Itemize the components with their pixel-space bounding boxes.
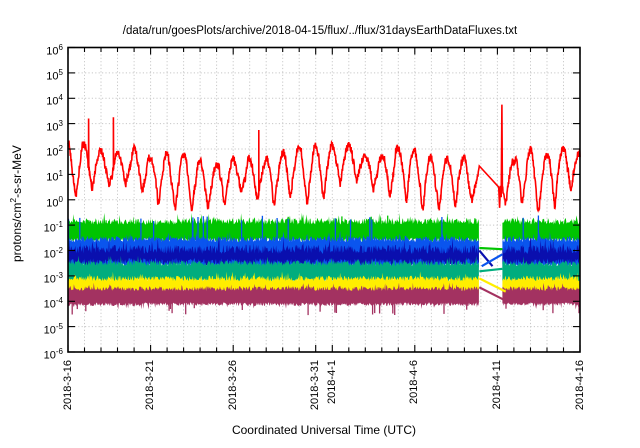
x-tick-label: 2018-4-1 xyxy=(325,360,338,405)
y-tick-label: 104 xyxy=(46,93,63,108)
y-tick-label: 10-3 xyxy=(43,270,63,286)
x-tick-label: 2018-4-16 xyxy=(573,360,586,411)
x-tick-label: 2018-3-31 xyxy=(309,360,322,411)
y-axis-label-post: -s-sr-MeV xyxy=(10,145,24,198)
x-tick-label: 2018-3-16 xyxy=(61,360,74,411)
y-tick-label: 101 xyxy=(46,169,63,185)
y-tick-label: 106 xyxy=(46,42,63,58)
flux-red-line xyxy=(67,104,581,213)
y-tick-label: 103 xyxy=(46,118,63,134)
y-tick-label: 10-4 xyxy=(43,296,63,311)
y-tick-label: 100 xyxy=(46,194,63,210)
x-tick-label: 2018-3-26 xyxy=(226,360,239,411)
plot-frame xyxy=(67,46,581,353)
y-tick-label: 10-6 xyxy=(43,347,63,362)
y-axis-label-pre: protons/cm xyxy=(10,202,24,262)
x-tick-label: 2018-3-21 xyxy=(144,360,157,411)
x-axis-label: Coordinated Universal Time (UTC) xyxy=(231,423,417,437)
y-axis-label: protons/cm2-s-sr-MeV xyxy=(8,145,24,262)
y-axis-label-sup: 2 xyxy=(8,197,18,203)
band-spikes xyxy=(67,215,580,316)
y-tick-label: 10-2 xyxy=(43,245,63,261)
y-tick-label: 10-5 xyxy=(43,321,63,337)
y-tick-label: 105 xyxy=(46,67,63,83)
grid-lines xyxy=(68,47,580,352)
plot-title: /data/run/goesPlots/archive/2018-04-15/f… xyxy=(122,25,518,37)
y-tick-label: 102 xyxy=(46,144,63,159)
data-gap-connectors xyxy=(478,246,507,302)
x-tick-label: 2018-4-6 xyxy=(408,360,421,405)
x-tick-label: 2018-4-11 xyxy=(490,360,503,410)
y-tick-label: 10-1 xyxy=(43,220,63,235)
